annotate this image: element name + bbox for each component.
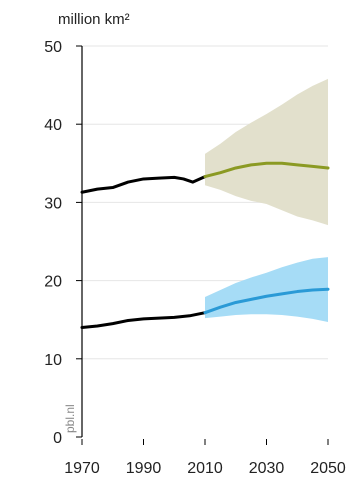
x-tick-label-2050: 2050 [310,460,346,477]
band-1 [205,78,328,226]
x-tick-labels: 1970 1990 2010 2030 2050 [64,439,346,477]
x-tick-label-1990: 1990 [126,460,162,477]
series-line-2 [80,311,207,330]
y-tick-label-30: 30 [44,195,62,212]
x-tick-label-2010: 2010 [187,460,223,477]
y-tick-label-0: 0 [53,430,62,447]
y-tick-label-50: 50 [44,39,62,56]
y-tick-label-10: 10 [44,352,62,369]
x-tick-label-1970: 1970 [64,460,100,477]
source-label: pbl.nl [63,404,77,433]
band-3 [205,257,328,323]
x-tick-label-2030: 2030 [249,460,285,477]
y-tick-label-40: 40 [44,117,62,134]
y-tick-label-20: 20 [44,274,62,291]
series-line-0 [80,175,207,194]
unit-label: million km² [58,11,130,28]
uncertainty-bands [205,78,328,323]
y-tick-labels: 0 10 20 30 40 50 [44,39,82,447]
series-line-3 [203,287,330,315]
series-lines [80,161,330,330]
series-line-1 [203,161,330,179]
